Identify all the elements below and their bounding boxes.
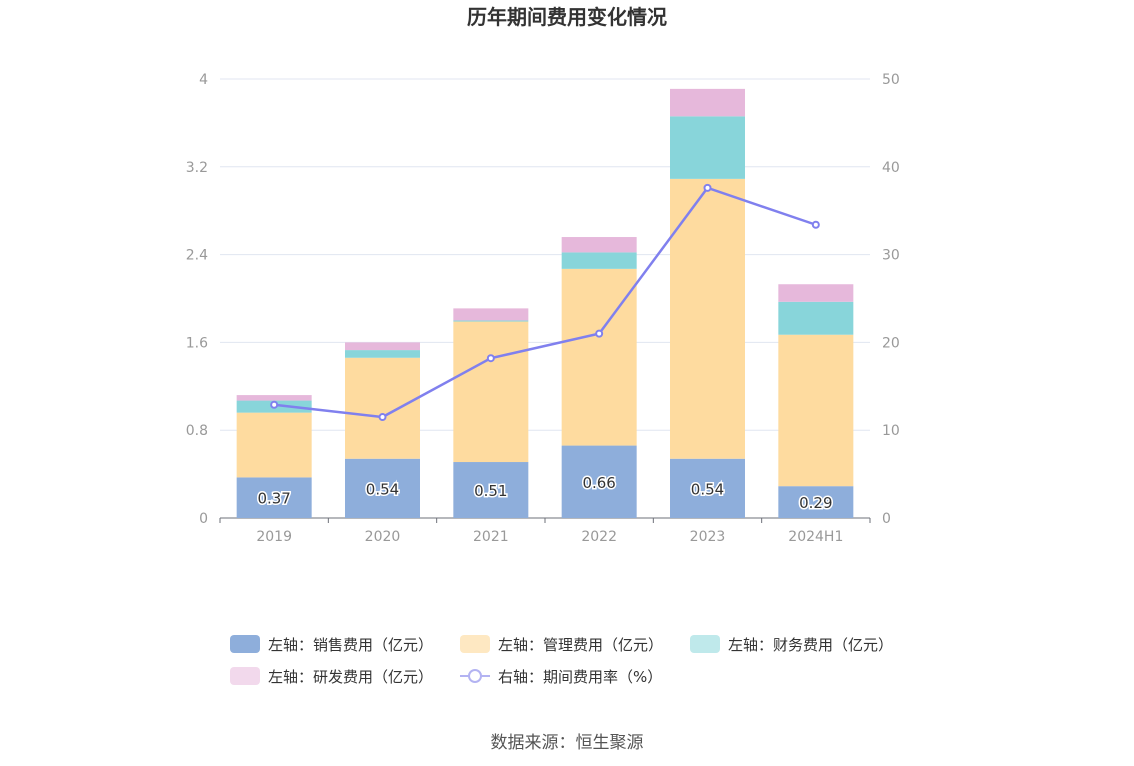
bar-segment	[561, 237, 637, 253]
legend[interactable]: 左轴：销售费用（亿元） 左轴：管理费用（亿元） 左轴：财务费用（亿元） 左轴：研发费用…	[230, 635, 893, 686]
legend-label: 左轴：研发费用（亿元）	[268, 668, 433, 686]
data-labels: 0.37 0.54 0.51 0.66 0.54 0.29	[256, 472, 834, 513]
rate-line-point	[811, 220, 820, 229]
bar-value-label: 0.66	[582, 474, 615, 492]
bar-segment	[236, 395, 312, 401]
rate-line-point	[378, 413, 387, 422]
bar-segment	[778, 284, 854, 302]
rate-line-point	[270, 400, 279, 409]
x-tick-label: 2023	[690, 529, 726, 545]
y-right-tick-label: 20	[882, 335, 900, 351]
bar-segment	[453, 462, 529, 518]
rate-line	[270, 183, 820, 422]
legend-swatch	[690, 635, 720, 653]
grid	[220, 78, 870, 431]
x-tick-label: 2021	[473, 529, 509, 545]
y-right-tick-label: 30	[882, 248, 900, 264]
bar-value-label: 0.54	[691, 480, 724, 498]
legend-label: 左轴：销售费用（亿元）	[268, 636, 433, 654]
bar-segment	[670, 116, 745, 179]
bar-segment	[345, 342, 420, 351]
bar-segment	[345, 350, 420, 358]
legend-label: 右轴：期间费用率（%）	[498, 668, 662, 686]
legend-item[interactable]: 左轴：财务费用（亿元）	[690, 635, 893, 654]
bar-segment	[670, 178, 745, 459]
bar-value-label: 0.37	[257, 490, 290, 508]
y-right-tick-label: 10	[882, 423, 900, 439]
legend-label: 左轴：财务费用（亿元）	[728, 636, 893, 654]
data-source: 数据来源：恒生聚源	[491, 733, 644, 753]
bar-segment	[345, 357, 420, 459]
y-left-tick-label: 1.6	[186, 335, 208, 351]
bar-segment	[236, 477, 312, 518]
y-left-tick-label: 3.2	[186, 160, 208, 176]
bar-segment	[778, 486, 854, 518]
legend-item[interactable]: 左轴：销售费用（亿元）	[230, 635, 433, 654]
bar-segment	[561, 268, 637, 446]
y-left-tick-label: 2.4	[186, 248, 208, 264]
legend-label: 左轴：管理费用（亿元）	[498, 636, 663, 654]
bar-segment	[453, 308, 529, 321]
bar-segment	[778, 334, 854, 487]
axes: 0 0 0.8 10 1.6 20 2.4 30 3.2 40 4 50 2019 2020 2021 202…	[186, 72, 900, 545]
legend-swatch	[230, 635, 260, 653]
legend-swatch	[460, 635, 490, 653]
rate-line-point	[595, 329, 604, 338]
rate-line-path	[274, 186, 817, 419]
bars	[236, 88, 854, 518]
bar-segment	[453, 320, 529, 322]
legend-item[interactable]: 右轴：期间费用率（%）	[460, 668, 662, 686]
y-left-tick-label: 4	[199, 72, 208, 88]
x-tick-label: 2022	[581, 529, 617, 545]
bar-segment	[778, 301, 854, 335]
bar-segment	[453, 321, 529, 463]
legend-swatch	[230, 667, 260, 685]
y-right-tick-label: 0	[882, 511, 891, 527]
bar-segment	[670, 88, 745, 117]
bar-segment	[561, 252, 637, 269]
bar-value-label: 0.54	[366, 480, 399, 498]
bar-segment	[561, 445, 637, 518]
x-tick-label: 2020	[365, 529, 401, 545]
bar-segment	[345, 458, 420, 518]
rate-line-point	[703, 183, 712, 192]
x-tick-label: 2024H1	[788, 529, 843, 545]
rate-line-point	[486, 354, 495, 363]
y-right-tick-label: 40	[882, 160, 900, 176]
bar-segment	[670, 458, 745, 518]
legend-marker	[468, 669, 482, 683]
y-right-tick-label: 50	[882, 72, 900, 88]
bar-value-label: 0.51	[474, 482, 507, 500]
legend-item[interactable]: 左轴：管理费用（亿元）	[460, 635, 663, 654]
bar-value-label: 0.29	[799, 494, 832, 512]
y-left-tick-label: 0.8	[186, 423, 208, 439]
chart-title: 历年期间费用变化情况	[467, 5, 667, 29]
y-left-tick-label: 0	[199, 511, 208, 527]
bar-segment	[236, 412, 312, 478]
x-tick-label: 2019	[256, 529, 292, 545]
legend-item[interactable]: 左轴：研发费用（亿元）	[230, 667, 433, 686]
